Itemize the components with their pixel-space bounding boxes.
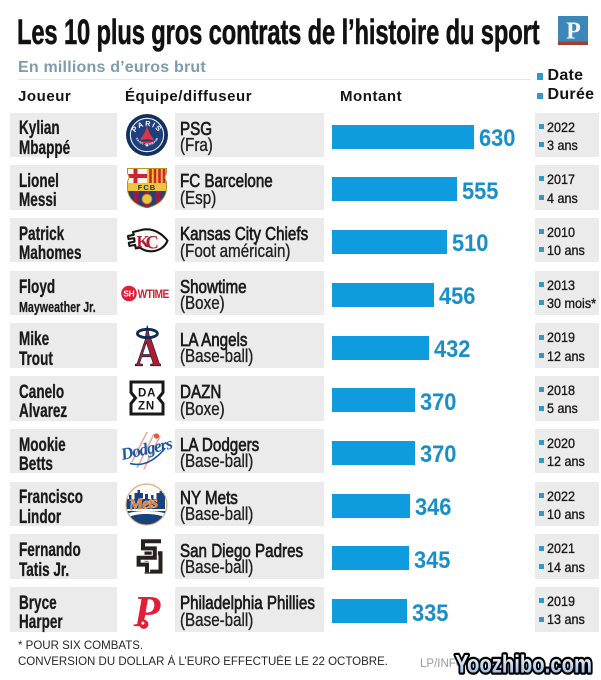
svg-text:Mets: Mets (127, 494, 159, 515)
svg-text:Yoozhibo.com: Yoozhibo.com (455, 651, 592, 679)
svg-text:WTIME: WTIME (138, 288, 169, 301)
svg-text:P: P (566, 19, 581, 45)
svg-text:PARIS: PARIS (130, 119, 165, 134)
svg-text:ZN: ZN (138, 401, 155, 413)
svg-text:C: C (146, 234, 159, 254)
svg-text:DA: DA (138, 388, 156, 400)
svg-text:SH: SH (123, 289, 134, 299)
svg-text:FCB: FCB (138, 183, 156, 192)
